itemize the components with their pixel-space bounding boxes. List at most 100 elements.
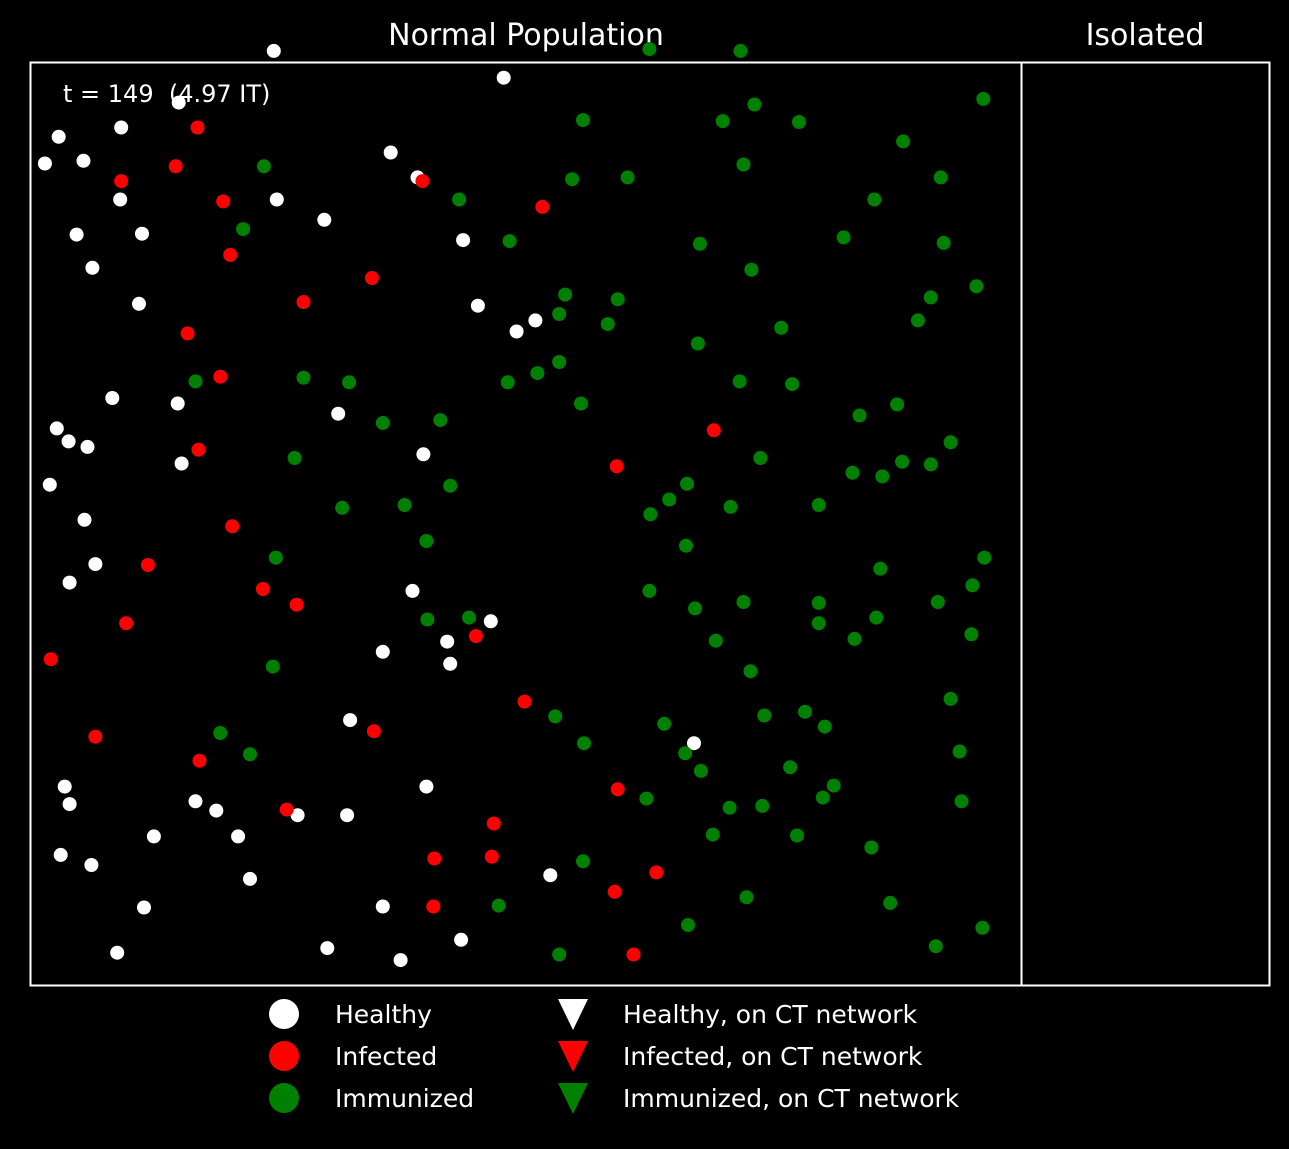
point-healthy-14 [456,233,471,248]
point-immunized-77 [743,664,758,679]
point-infected-1 [168,159,183,174]
point-immunized-93 [815,790,830,805]
point-immunized-40 [890,397,905,412]
point-healthy-21 [170,396,185,411]
point-immunized-72 [869,610,884,625]
point-healthy-6 [76,153,91,168]
point-infected-2 [114,174,129,189]
point-healthy-39 [57,779,72,794]
point-healthy-15 [85,260,100,275]
point-immunized-101 [739,890,754,905]
point-immunized-106 [552,947,567,962]
point-immunized-105 [975,920,990,935]
point-immunized-57 [811,498,826,512]
point-immunized-58 [419,534,434,548]
point-healthy-24 [61,434,76,449]
point-infected-6 [223,247,238,262]
point-healthy-17 [470,298,485,313]
point-immunized-4 [747,97,762,112]
point-immunized-83 [817,719,832,734]
point-healthy-22 [331,406,346,421]
point-infected-27 [486,816,501,831]
point-immunized-87 [243,747,257,762]
point-immunized-80 [657,716,672,731]
point-infected-13 [609,459,624,474]
point-healthy-10 [269,192,284,207]
panel-isolated: Isolated [1020,18,1271,987]
legend-entry-infected: Infected [269,1041,437,1071]
point-immunized-73 [847,631,862,646]
point-immunized-70 [811,616,826,631]
point-healthy-3 [114,120,129,135]
point-healthy-33 [483,614,498,629]
legend-marker-infected-ct [558,1041,588,1072]
point-immunized-27 [910,313,925,328]
point-infected-26 [610,782,625,797]
point-immunized-28 [774,320,789,335]
point-immunized-82 [757,708,772,723]
point-healthy-5 [37,156,52,171]
point-immunized-94 [722,800,737,815]
legend-entry-infected-ct: Infected, on CT network [558,1041,923,1072]
point-immunized-37 [785,377,800,392]
point-immunized-14 [867,192,882,207]
point-infected-0 [190,120,205,135]
point-healthy-29 [77,512,92,527]
point-healthy-45 [419,779,434,794]
point-immunized-36 [732,374,747,389]
point-immunized-39 [852,408,867,423]
point-immunized-17 [692,236,707,251]
point-immunized-26 [600,317,615,332]
point-immunized-7 [896,134,911,149]
point-immunized-88 [952,744,967,759]
point-healthy-49 [84,858,99,872]
legend-entry-immunized-ct: Immunized, on CT network [558,1083,960,1114]
point-infected-20 [468,629,483,644]
point-immunized-85 [577,736,591,751]
point-immunized-98 [790,828,804,843]
point-infected-22 [366,724,381,739]
point-healthy-36 [375,644,390,659]
legend-label-immunized: Immunized [335,1084,474,1113]
point-healthy-53 [375,899,390,914]
point-healthy-26 [416,447,431,462]
point-healthy-18 [509,324,524,339]
point-healthy-9 [113,192,128,207]
legend-entry-healthy-ct: Healthy, on CT network [558,999,918,1030]
point-healthy-34 [440,634,455,649]
point-infected-12 [191,442,206,457]
point-immunized-53 [643,507,658,522]
legend-entry-immunized: Immunized [269,1083,474,1113]
point-immunized-15 [236,222,251,237]
point-immunized-81 [798,704,812,719]
point-infected-7 [364,271,379,285]
point-infected-8 [296,295,311,309]
point-infected-30 [649,865,664,880]
point-infected-23 [88,729,103,744]
point-healthy-1 [496,70,511,85]
point-healthy-4 [51,129,66,144]
point-immunized-22 [923,290,938,305]
point-infected-17 [289,597,304,612]
point-infected-11 [706,423,721,438]
legend-marker-infected [269,1041,299,1071]
point-healthy-37 [343,713,358,728]
point-immunized-0 [642,42,657,57]
point-infected-31 [607,884,622,899]
point-infected-5 [535,199,550,214]
point-healthy-20 [105,391,120,405]
point-immunized-51 [680,476,694,491]
point-immunized-44 [287,451,302,465]
point-immunized-100 [576,854,590,869]
point-immunized-102 [883,895,898,910]
point-immunized-10 [620,170,635,185]
point-immunized-65 [688,601,702,616]
point-immunized-20 [744,262,759,277]
point-infected-16 [255,582,270,596]
point-healthy-30 [88,557,103,572]
point-healthy-35 [443,656,458,671]
panel-title-isolated: Isolated [1086,18,1205,53]
point-infected-24 [192,753,207,768]
legend-marker-immunized-ct [558,1083,588,1114]
